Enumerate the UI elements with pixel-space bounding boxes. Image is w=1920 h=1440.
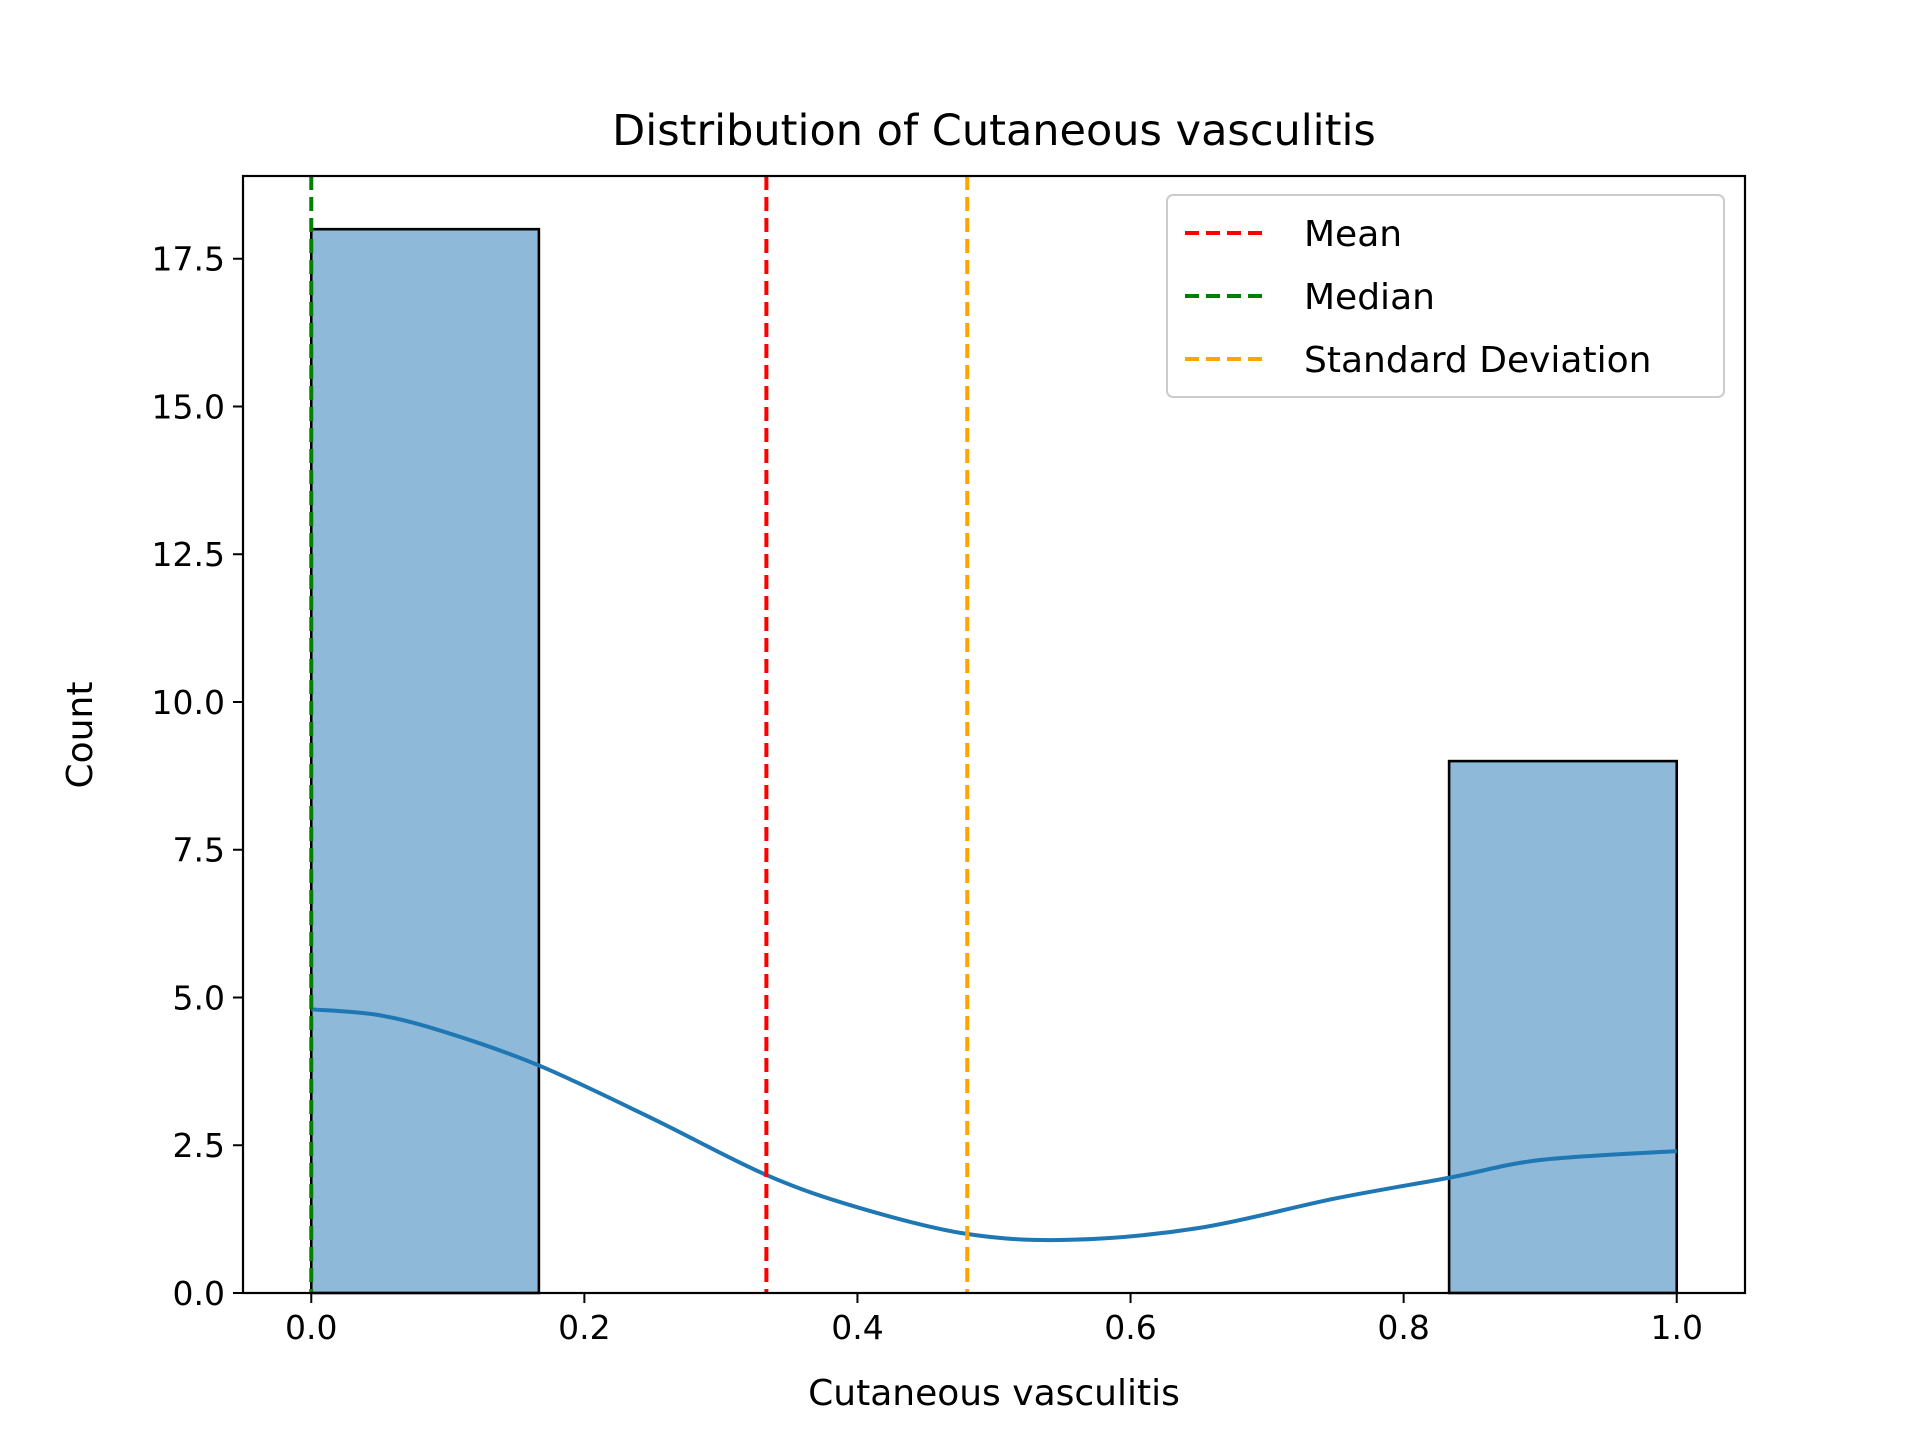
histogram-bar-1 (1447, 759, 1679, 1295)
y-tick-label: 10.0 (152, 683, 225, 722)
y-tick-label: 0.0 (173, 1274, 225, 1313)
y-axis-title: Count (60, 682, 101, 789)
x-tick-label: 0.2 (558, 1308, 610, 1347)
y-tick-label: 15.0 (152, 387, 225, 426)
y-tick-label: 12.5 (152, 535, 225, 574)
y-tick-label: 2.5 (173, 1126, 225, 1165)
x-tick-label: 0.4 (831, 1308, 883, 1347)
legend-label: Standard Deviation (1304, 340, 1651, 381)
chart-title: Distribution of Cutaneous vasculitis (612, 106, 1376, 156)
plot-area: 0.0 0.2 0.4 0.6 0.8 1.0 0.0 2.5 5.0 7.5 10.0 12.5 15… (152, 174, 1747, 1347)
y-tick-label: 7.5 (173, 831, 225, 870)
axes-frame (241, 174, 1747, 1295)
y-tick-label: 17.5 (152, 240, 225, 279)
x-tick-label: 1.0 (1650, 1308, 1702, 1347)
x-axis-title: Cutaneous vasculitis (808, 1373, 1180, 1414)
x-tick-label: 0.8 (1377, 1308, 1429, 1347)
legend: Mean Median Standard Deviation (1166, 194, 1725, 398)
legend-box (1166, 194, 1725, 398)
x-tick-label: 0.0 (285, 1308, 337, 1347)
x-tick-label: 0.6 (1104, 1308, 1156, 1347)
y-tick-label: 5.0 (173, 978, 225, 1017)
kde-curve (311, 1007, 1677, 1243)
legend-label: Median (1304, 277, 1435, 318)
legend-label: Mean (1304, 214, 1402, 255)
histogram-bar-0 (309, 227, 541, 1295)
